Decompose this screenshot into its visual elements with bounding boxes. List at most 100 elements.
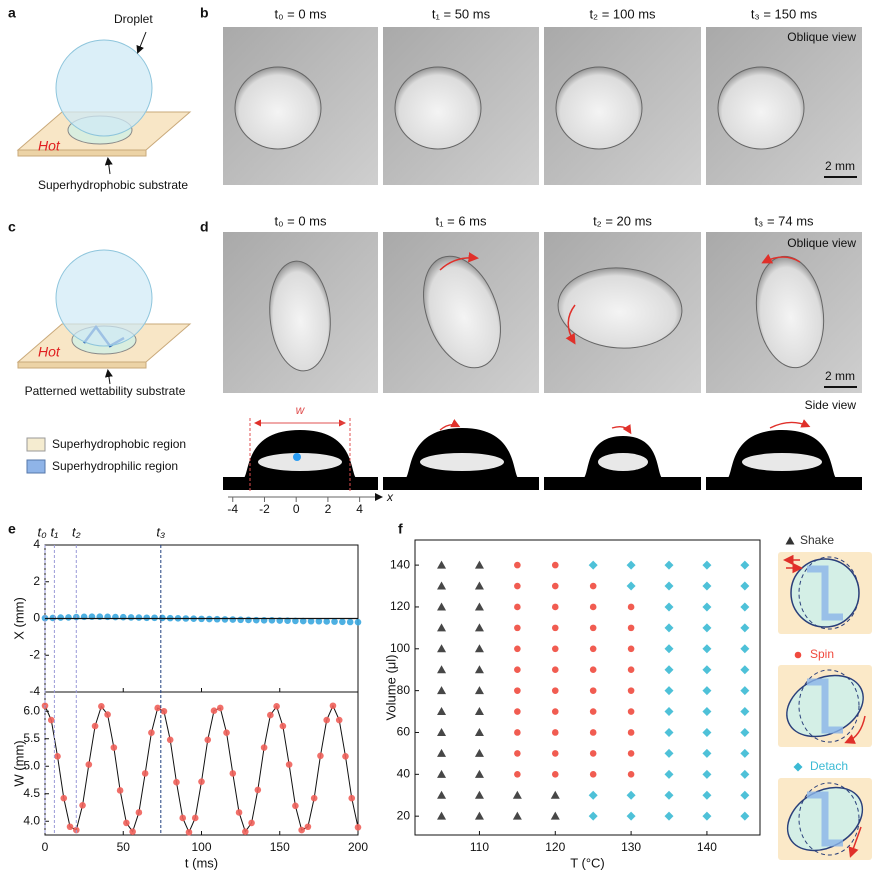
data-point (589, 687, 597, 694)
data-point (304, 823, 312, 831)
data-point (248, 819, 255, 827)
data-point (292, 802, 299, 810)
y-axis-title: Volume (μl) (383, 654, 398, 720)
data-point (154, 704, 161, 712)
y-tick-label: 4 (33, 537, 40, 551)
data-point (785, 536, 795, 545)
schematic-outline (798, 669, 860, 743)
data-point (514, 687, 521, 694)
y-tick-label: 100 (390, 641, 410, 655)
fit-line (44, 704, 359, 834)
droplet (55, 39, 153, 137)
data-point (551, 729, 559, 736)
data-point (740, 665, 750, 675)
data-point (627, 750, 635, 757)
data-point (664, 686, 674, 696)
data-point (664, 581, 674, 591)
callout: Droplet (114, 12, 153, 26)
data-point (437, 811, 447, 820)
data-point (627, 603, 635, 611)
data-point (514, 708, 521, 715)
rotation-arrow (439, 252, 479, 271)
data-point (551, 582, 559, 590)
data-point (740, 769, 750, 779)
data-point (702, 769, 712, 779)
data-point (474, 581, 484, 590)
data-point (346, 618, 354, 626)
data-point (551, 624, 559, 632)
data-point (98, 703, 105, 710)
y-tick-label: 5.5 (23, 731, 40, 745)
data-point (588, 811, 598, 821)
y-tick-label: -4 (29, 684, 40, 698)
data-point (65, 614, 72, 621)
side-highlight (420, 453, 504, 471)
panel-label: f (398, 521, 403, 537)
substrate-label: Patterned wettability substrate (25, 384, 186, 398)
data-point (80, 613, 88, 621)
schematic-outline (798, 556, 860, 630)
data-point (191, 814, 199, 822)
data-point (740, 790, 750, 800)
y-tick-label: 6.0 (23, 703, 40, 717)
data-point (551, 561, 559, 569)
y-tick-label: 5.0 (23, 758, 40, 772)
data-point (551, 750, 559, 757)
side-substrate (706, 477, 862, 490)
y-tick-label: 60 (397, 725, 411, 739)
y-tick-label: 40 (397, 766, 411, 780)
data-point (437, 581, 447, 590)
data-point (216, 704, 224, 712)
data-point (514, 624, 521, 632)
data-point (474, 623, 484, 632)
data-point (254, 786, 262, 794)
schematic-c: Hot Patterned wettability substrate (16, 249, 192, 398)
side-tick-label: -4 (227, 502, 238, 516)
time-label: t₂ = 20 ms (593, 213, 652, 228)
x-tick-label: 100 (191, 840, 211, 854)
time-label: t₃ = 74 ms (754, 213, 814, 228)
droplet-image (394, 66, 482, 150)
data-point (339, 618, 346, 626)
data-point (702, 811, 712, 821)
data-point (589, 729, 597, 736)
legend-swatch (26, 459, 46, 474)
data-point (279, 722, 287, 730)
data-point (589, 771, 597, 778)
view-label: Oblique view (787, 236, 856, 250)
data-point (474, 686, 484, 695)
y-tick-label: 0 (33, 611, 40, 625)
data-point (514, 771, 521, 778)
data-point (298, 826, 305, 834)
data-point (550, 811, 560, 820)
data-point (664, 727, 674, 737)
data-point (664, 644, 674, 654)
region-legend: Superhydrophobic region Superhydrophilic… (26, 437, 186, 474)
schematic-pattern (807, 678, 843, 734)
panel-label: c (8, 219, 16, 235)
data-point (740, 727, 750, 737)
data-point (702, 644, 712, 654)
data-point (474, 560, 484, 569)
droplet (55, 249, 153, 347)
substrate-label: Superhydrophobic substrate (38, 178, 188, 192)
view-label: Side view (805, 398, 857, 412)
rotation-arrow (439, 419, 461, 431)
data-point (47, 716, 55, 724)
data-point (331, 618, 338, 625)
data-point (245, 616, 252, 624)
data-point (740, 686, 750, 696)
data-point (514, 750, 521, 757)
x-tick-label: 110 (470, 840, 489, 854)
y-tick-label: 120 (390, 599, 410, 613)
data-point (514, 645, 521, 653)
panel-label: e (8, 521, 16, 537)
data-point (740, 707, 750, 717)
data-point (299, 617, 307, 625)
side-tick-label: 2 (325, 502, 332, 516)
data-point (242, 828, 249, 835)
side-highlight (742, 453, 822, 471)
data-point (627, 645, 635, 653)
data-point (437, 686, 447, 695)
data-point (229, 616, 237, 623)
